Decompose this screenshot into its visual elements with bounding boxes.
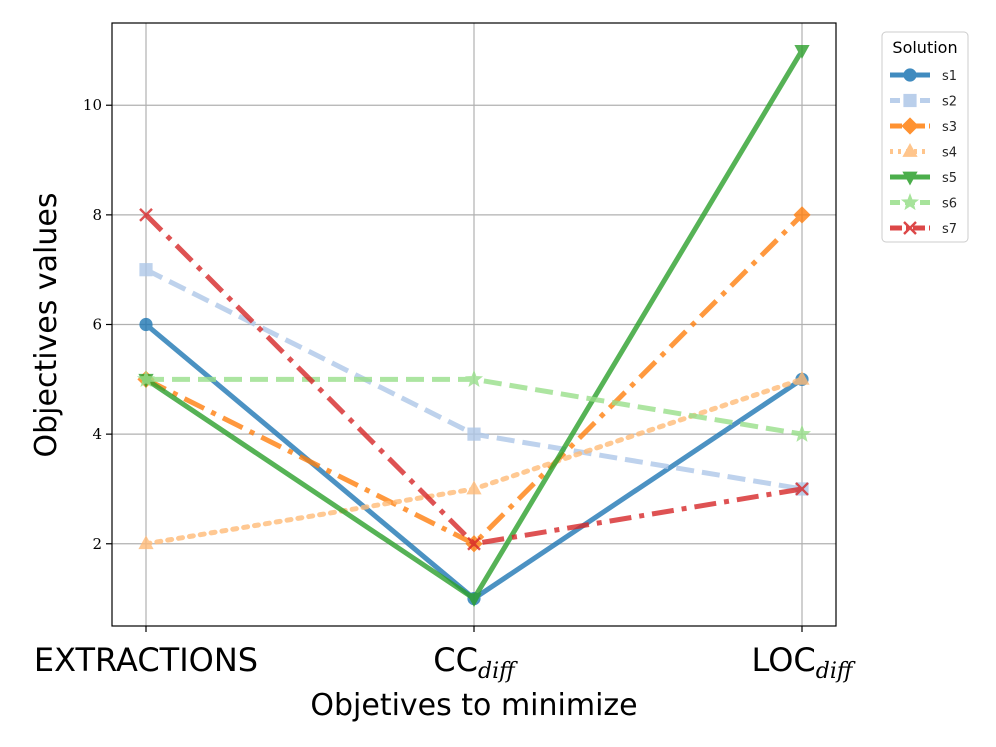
- legend-label: s1: [942, 69, 957, 84]
- series-group: [136, 45, 812, 608]
- series-line-s3: [144, 213, 804, 547]
- x-axis-label: Objetives to minimize: [310, 688, 637, 723]
- x-tick-label: LOCdiff: [752, 641, 856, 684]
- x-tick-label: EXTRACTIONS: [34, 641, 258, 679]
- legend-item-s7: s7: [890, 221, 957, 237]
- data-point-s6: [792, 424, 812, 442]
- legend-marker: [902, 143, 918, 157]
- x-tick-label: CCdiff: [433, 641, 518, 684]
- legend-label: s5: [942, 171, 957, 186]
- data-point-s1: [139, 317, 153, 332]
- data-point-s7: [139, 208, 153, 222]
- legend-item-s4: s4: [890, 143, 957, 161]
- data-point-s7: [795, 482, 809, 496]
- data-point-s4: [466, 480, 482, 495]
- legend-marker: [903, 68, 917, 82]
- y-tick-label: 10: [83, 96, 102, 114]
- data-point-s3: [793, 206, 811, 224]
- data-point-s6: [464, 369, 484, 388]
- data-point-s4: [138, 535, 154, 550]
- series-s6: [136, 369, 812, 442]
- data-point-s6: [136, 369, 156, 388]
- data-point-s5: [466, 593, 482, 608]
- y-tick-label: 2: [92, 535, 102, 553]
- legend-item-s3: s3: [890, 117, 957, 135]
- data-point-s2: [139, 263, 153, 277]
- legend-item-s6: s6: [890, 193, 957, 212]
- data-point-s5: [794, 45, 810, 59]
- legend-item-s2: s2: [890, 93, 957, 110]
- legend-marker: [903, 221, 917, 235]
- y-axis-label: Objectives values: [29, 193, 64, 458]
- legend-marker: [901, 117, 919, 135]
- series-s7: [139, 208, 809, 551]
- legend-label: s6: [942, 197, 957, 212]
- data-point-s4: [794, 370, 810, 385]
- legend-label: s4: [942, 146, 957, 161]
- legend-label: s2: [942, 95, 957, 110]
- legend-item-s5: s5: [890, 171, 957, 186]
- legend-marker: [902, 171, 918, 186]
- legend-label: s7: [942, 222, 957, 237]
- legend-label: s3: [942, 120, 957, 135]
- y-tick-label: 8: [92, 206, 102, 224]
- legend: Solution s1 s2 s3 s4 s5 s6 s7: [881, 31, 969, 243]
- legend-marker: [903, 93, 917, 108]
- data-point-s2: [467, 427, 481, 441]
- x-axis-ticks: EXTRACTIONS CCdiff LOCdiff: [34, 626, 856, 684]
- legend-frame: [881, 31, 969, 243]
- y-tick-label: 6: [92, 316, 102, 334]
- legend-marker: [900, 193, 920, 211]
- legend-title: Solution: [892, 38, 957, 57]
- y-axis-ticks: 2 4 6 8 10: [83, 96, 112, 553]
- data-point-s7: [467, 536, 481, 551]
- legend-item-s1: s1: [890, 68, 957, 84]
- y-tick-label: 4: [92, 425, 102, 443]
